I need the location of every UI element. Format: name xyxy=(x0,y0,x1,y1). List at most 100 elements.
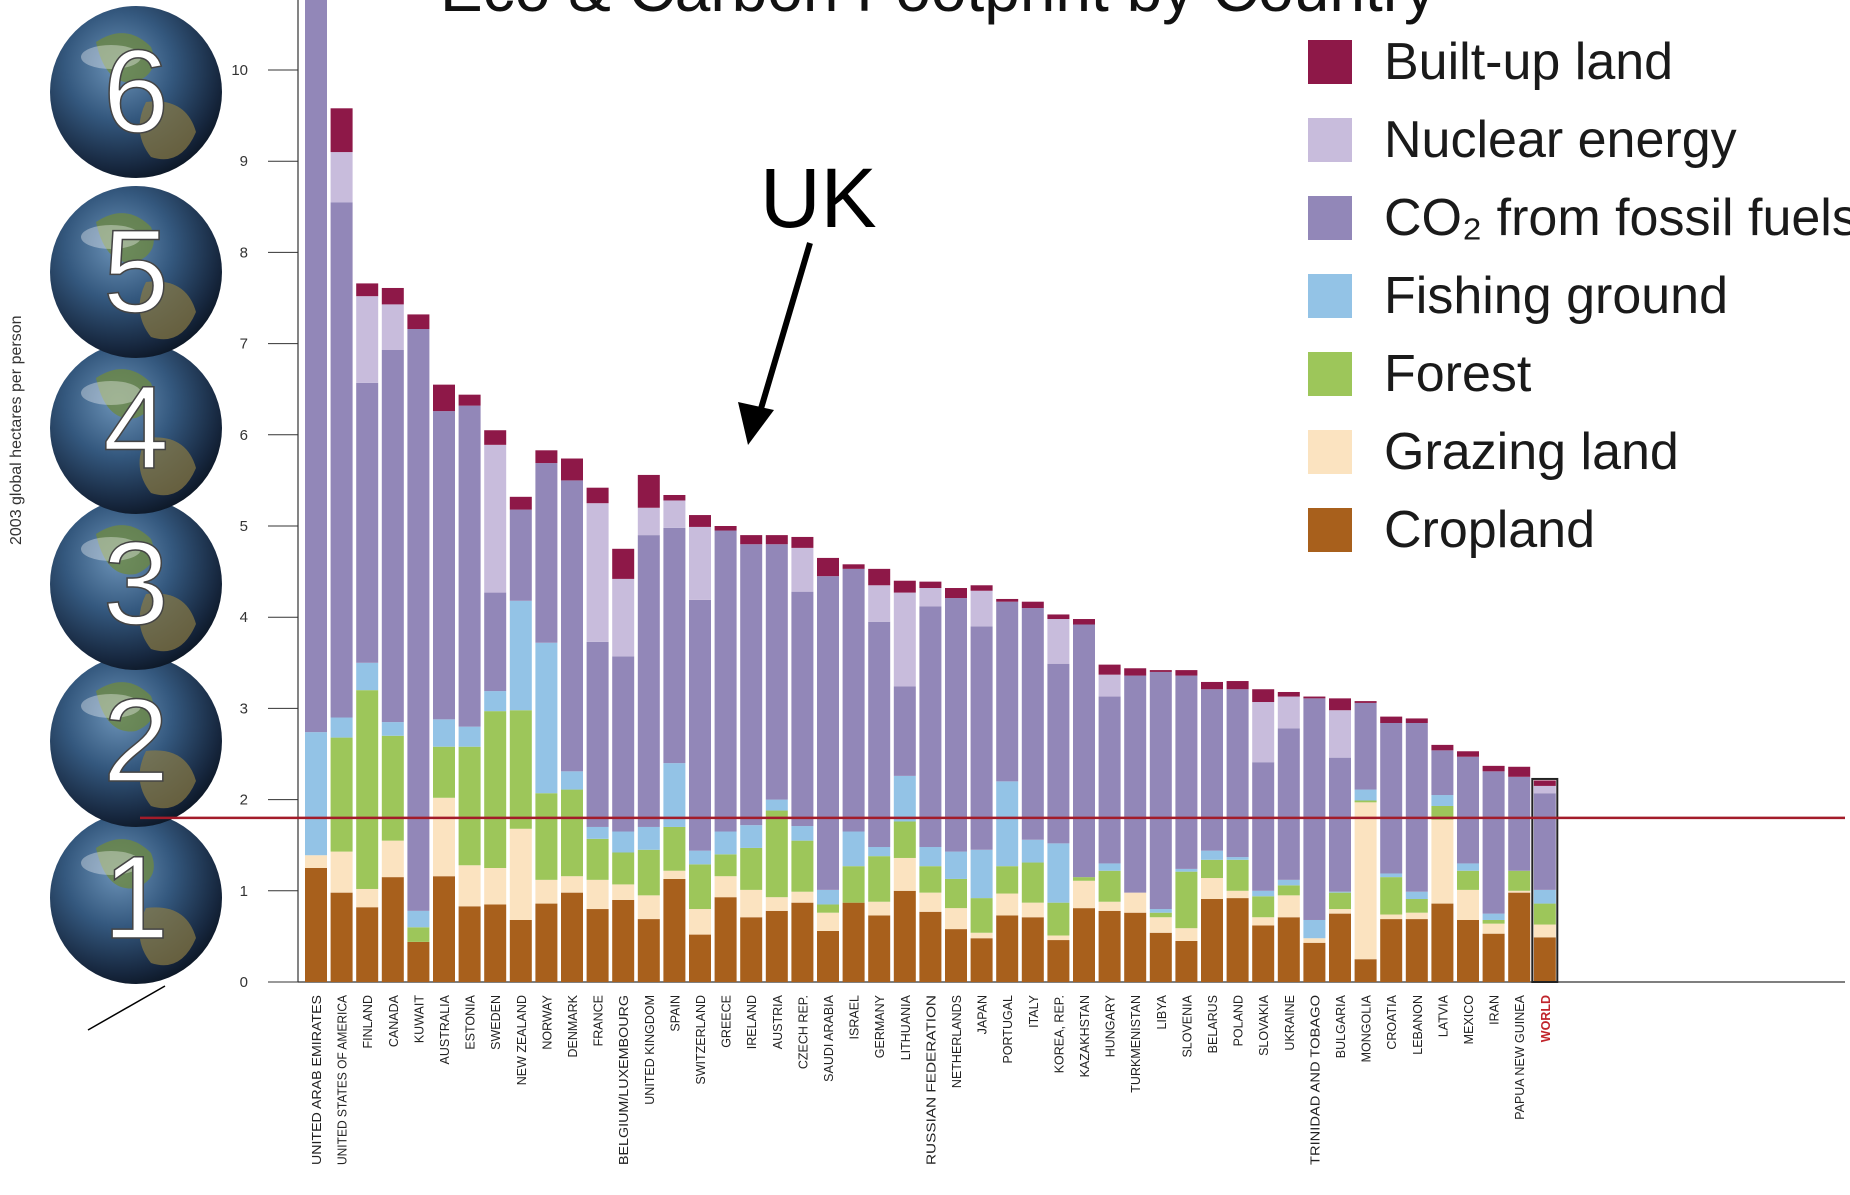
bar-segment xyxy=(1329,757,1351,892)
bar-stack xyxy=(407,314,430,982)
bar-segment xyxy=(356,690,379,889)
bar-segment xyxy=(356,283,379,297)
bar-segment xyxy=(509,828,532,920)
bar-segment xyxy=(689,526,711,600)
globe-land xyxy=(96,525,154,575)
bar-segment xyxy=(791,826,814,841)
bar-segment xyxy=(433,384,455,412)
bar-segment xyxy=(1508,892,1531,982)
bar-segment xyxy=(458,726,481,747)
bar-segment xyxy=(1047,935,1070,941)
bar-segment xyxy=(689,864,711,910)
bar-stack xyxy=(945,588,967,982)
bar-segment xyxy=(842,902,865,982)
bar-segment xyxy=(868,915,891,982)
x-tick-label: KAZAKHSTAN xyxy=(1078,995,1092,1077)
bar-segment xyxy=(1277,895,1300,918)
bar-segment xyxy=(1252,925,1275,982)
bar-stack xyxy=(1073,619,1095,982)
x-tick-label: FRANCE xyxy=(592,995,606,1046)
bar-segment xyxy=(1380,877,1403,915)
bar-segment xyxy=(893,857,916,891)
bar-segment xyxy=(1303,919,1326,939)
bar-segment xyxy=(535,793,558,880)
bar-series xyxy=(305,0,1559,983)
legend-swatch xyxy=(1308,196,1352,240)
bar-segment xyxy=(919,588,942,607)
bar-segment xyxy=(433,797,455,877)
x-tick-label: LEBANON xyxy=(1411,995,1425,1055)
bar-segment xyxy=(612,899,635,982)
chart-title: Eco & Carbon Footprint by Country xyxy=(440,0,1436,26)
bar-segment xyxy=(330,892,353,982)
bar-segment xyxy=(689,909,711,935)
bar-segment xyxy=(1405,722,1428,892)
bar-segment xyxy=(1482,933,1505,982)
bar-segment xyxy=(1431,795,1454,806)
y-tick-label: 4 xyxy=(240,609,248,626)
globe-land xyxy=(96,369,154,419)
x-tick-label: CZECH REP. xyxy=(796,995,810,1069)
bar-segment xyxy=(919,847,942,867)
x-tick-label: RUSSIAN FEDERATION xyxy=(924,995,938,1165)
bar-segment xyxy=(1047,940,1070,982)
bar-stack xyxy=(996,598,1019,982)
bar-segment xyxy=(791,591,814,827)
legend-swatch xyxy=(1308,352,1352,396)
bar-segment xyxy=(919,911,942,982)
bar-segment xyxy=(689,934,711,982)
bar-segment xyxy=(561,458,583,481)
y-axis-label: 2003 global hectares per person xyxy=(8,315,25,546)
bar-segment xyxy=(1252,890,1275,897)
bar-segment xyxy=(1405,919,1428,982)
bar-stack xyxy=(970,585,993,982)
bar-stack xyxy=(484,430,507,982)
bar-segment xyxy=(1124,668,1147,676)
bar-segment xyxy=(970,849,993,899)
bar-segment xyxy=(561,480,583,772)
bar-segment xyxy=(458,394,481,406)
bar-segment xyxy=(1201,850,1223,860)
legend-swatch xyxy=(1308,430,1352,474)
bar-segment xyxy=(1533,780,1556,786)
bar-stack xyxy=(1431,744,1454,982)
bar-stack xyxy=(1508,766,1531,982)
bar-segment xyxy=(663,527,686,764)
bar-segment xyxy=(1073,877,1095,881)
bar-segment xyxy=(433,719,455,747)
x-tick-label: UNITED STATES OF AMERICA xyxy=(336,994,350,1165)
legend-swatch xyxy=(1308,40,1352,84)
bar-segment xyxy=(407,910,430,928)
x-tick-label: NEW ZEALAND xyxy=(515,995,529,1085)
bar-segment xyxy=(1201,878,1223,900)
globe-land xyxy=(139,907,196,966)
world-outline xyxy=(1531,777,1559,983)
bar-segment xyxy=(509,919,532,982)
x-tick-label: UNITED KINGDOM xyxy=(643,995,657,1105)
bar-stack xyxy=(868,568,891,982)
earth-globe-icon: 6 xyxy=(50,6,222,178)
bar-segment xyxy=(1354,800,1377,803)
x-tick-label: NORWAY xyxy=(540,994,554,1049)
bar-stack xyxy=(1303,696,1326,982)
globe-land xyxy=(139,593,196,652)
bar-segment xyxy=(586,838,609,880)
x-tick-label: GREECE xyxy=(720,995,734,1048)
bar-segment xyxy=(1354,701,1377,703)
uk-arrow-shaft xyxy=(757,242,813,413)
bar-segment xyxy=(893,592,916,687)
bar-segment xyxy=(1201,681,1223,690)
bar-stack xyxy=(1175,670,1198,982)
bar-segment xyxy=(970,898,993,933)
x-tick-label: DENMARK xyxy=(566,994,580,1057)
bar-segment xyxy=(1277,879,1300,886)
bar-segment xyxy=(1354,789,1377,801)
bar-segment xyxy=(586,641,609,827)
bar-stack xyxy=(1457,751,1479,982)
bar-segment xyxy=(381,304,404,350)
bar-segment xyxy=(1329,710,1351,758)
bar-segment xyxy=(996,893,1019,916)
bar-segment xyxy=(381,840,404,878)
bar-stack xyxy=(765,535,788,982)
globe-cloud xyxy=(81,45,141,69)
